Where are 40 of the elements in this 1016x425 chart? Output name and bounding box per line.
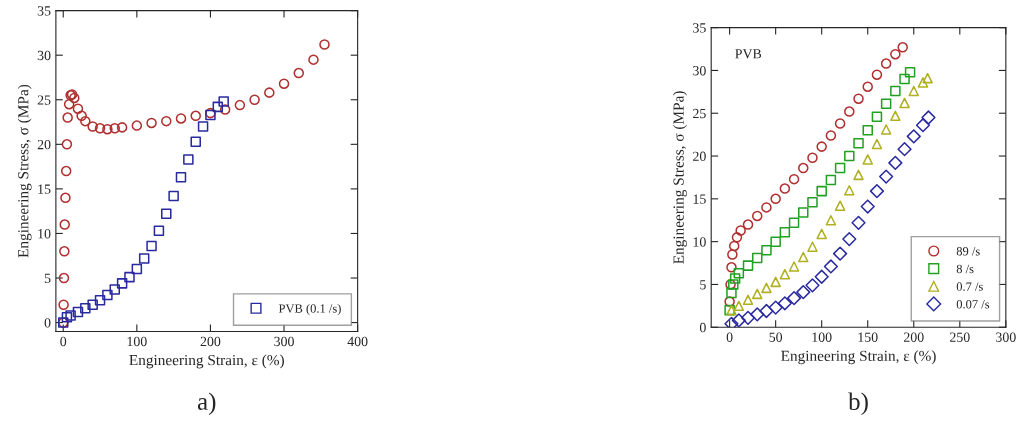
x-tick-label: 0 xyxy=(726,332,733,342)
y-tick-label: 20 xyxy=(37,139,51,150)
y-tick-label: 15 xyxy=(693,194,706,204)
x-tick-label: 400 xyxy=(347,336,368,347)
legend-label: 0.7 /s xyxy=(956,282,983,291)
x-tick-label: 50 xyxy=(769,332,783,342)
x-tick-label: 300 xyxy=(996,332,1016,342)
x-tick-label: 250 xyxy=(950,332,970,342)
y-tick-label: 10 xyxy=(693,237,706,247)
x-tick-label: 300 xyxy=(274,336,294,347)
y-tick-label: 30 xyxy=(37,50,51,61)
y-tick-label: 25 xyxy=(37,95,51,105)
y-tick-label: 10 xyxy=(38,229,51,239)
y-tick-label: 20 xyxy=(693,151,706,161)
text: b) xyxy=(848,392,868,416)
y-tick-label: 5 xyxy=(700,280,706,290)
y-tick-label: 0 xyxy=(699,322,706,333)
y-tick-label: 0 xyxy=(44,318,51,328)
text: a) xyxy=(197,392,216,416)
x-tick-label: 0 xyxy=(60,336,67,347)
legend-label: PVB (0.1 /s) xyxy=(278,303,341,316)
x-tick-label: 100 xyxy=(127,336,147,347)
y-tick-label: 5 xyxy=(44,273,51,283)
x-axis-title: Engineering Strain, ε (%) xyxy=(129,354,284,369)
y-tick-label: 15 xyxy=(38,184,51,194)
y-axis-title: Engineering Stress, σ (MPa) xyxy=(17,84,32,258)
legend-label: 8 /s xyxy=(956,264,974,274)
legend-label: 0.07 /s xyxy=(956,300,990,309)
y-tick-label: 35 xyxy=(37,6,51,16)
legend-label: 89 /s xyxy=(956,247,980,256)
x-axis-title: Engineering Strain, ε (%) xyxy=(781,350,936,365)
y-tick-label: 35 xyxy=(693,23,706,33)
x-tick-label: 100 xyxy=(812,332,832,342)
x-tick-label: 200 xyxy=(903,332,924,342)
x-tick-label: 200 xyxy=(200,336,221,347)
y-tick-label: 30 xyxy=(693,66,706,76)
y-axis-title: Engineering Stress, σ (MPa) xyxy=(673,91,687,264)
text: PVB xyxy=(735,49,762,59)
y-tick-label: 25 xyxy=(693,108,706,119)
x-tick-label: 150 xyxy=(858,332,878,342)
